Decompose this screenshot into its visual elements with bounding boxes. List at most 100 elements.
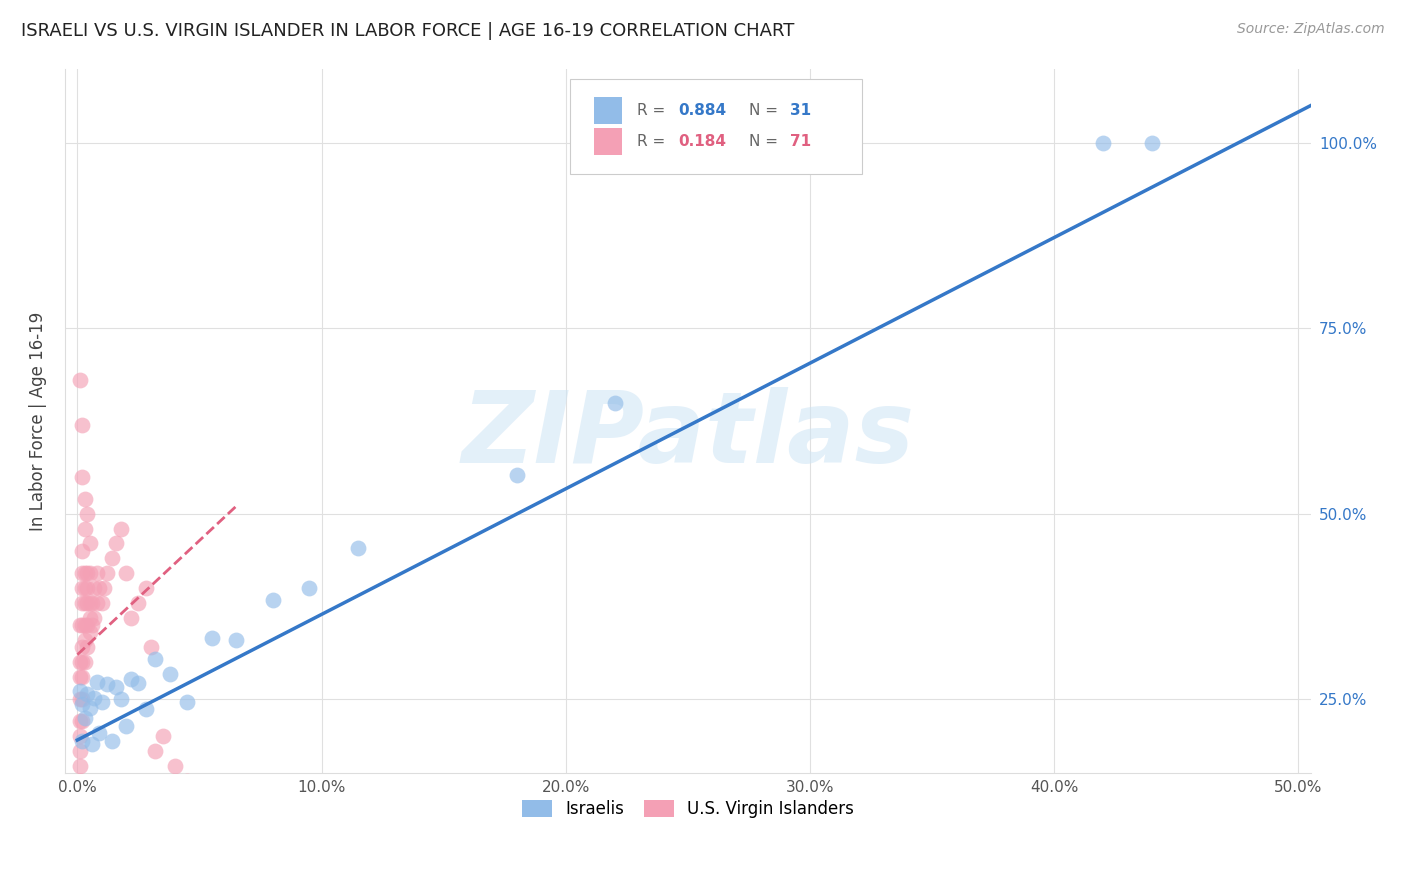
Point	[69, 714, 91, 729]
Point	[69, 840, 91, 855]
Point	[127, 596, 149, 610]
Point	[152, 729, 174, 743]
Point	[70, 640, 93, 655]
Point	[70, 417, 93, 432]
Point	[79, 610, 101, 624]
Text: ISRAELI VS U.S. VIRGIN ISLANDER IN LABOR FORCE | AGE 16-19 CORRELATION CHART: ISRAELI VS U.S. VIRGIN ISLANDER IN LABOR…	[21, 22, 794, 40]
Point	[80, 596, 103, 610]
Point	[120, 672, 142, 686]
Point	[79, 536, 101, 550]
Point	[70, 581, 93, 595]
Point	[145, 652, 167, 666]
Text: 0.184: 0.184	[678, 134, 725, 149]
Point	[225, 633, 247, 648]
Point	[86, 566, 108, 580]
Point	[70, 544, 93, 558]
Point	[70, 655, 93, 669]
Point	[176, 696, 198, 710]
Text: R =: R =	[637, 134, 669, 149]
Point	[79, 566, 101, 580]
Point	[135, 702, 157, 716]
Point	[69, 373, 91, 387]
Text: N =: N =	[749, 134, 783, 149]
Point	[1140, 136, 1163, 150]
Point	[86, 674, 108, 689]
Point	[90, 695, 112, 709]
Point	[105, 680, 128, 694]
Point	[69, 818, 91, 832]
Point	[105, 536, 128, 550]
Point	[76, 507, 98, 521]
Point	[73, 596, 96, 610]
Point	[86, 596, 108, 610]
Point	[69, 692, 91, 706]
Point	[110, 522, 132, 536]
Point	[79, 625, 101, 640]
Point	[80, 618, 103, 632]
Point	[73, 566, 96, 580]
Point	[69, 670, 91, 684]
Point	[69, 759, 91, 773]
Point	[70, 714, 93, 729]
Point	[79, 596, 101, 610]
Point	[201, 818, 224, 832]
FancyBboxPatch shape	[569, 79, 862, 174]
Point	[201, 631, 224, 645]
Text: 31: 31	[790, 103, 811, 118]
Point	[80, 737, 103, 751]
Point	[89, 581, 111, 595]
Text: R =: R =	[637, 103, 669, 118]
Point	[83, 610, 105, 624]
Point	[212, 833, 235, 847]
Point	[73, 618, 96, 632]
Point	[69, 789, 91, 803]
Point	[73, 581, 96, 595]
Point	[70, 734, 93, 748]
Text: ZIPatlas: ZIPatlas	[461, 386, 914, 483]
Point	[89, 725, 111, 739]
Text: 0.884: 0.884	[678, 103, 725, 118]
Point	[159, 667, 181, 681]
Point	[135, 581, 157, 595]
Point	[73, 522, 96, 536]
Point	[799, 136, 821, 150]
Point	[70, 692, 93, 706]
Point	[70, 566, 93, 580]
Point	[139, 640, 162, 655]
Point	[115, 719, 138, 733]
Point	[176, 773, 198, 788]
Point	[76, 640, 98, 655]
Point	[76, 596, 98, 610]
Point	[76, 618, 98, 632]
Point	[69, 773, 91, 788]
Text: 71: 71	[790, 134, 811, 149]
Point	[603, 395, 626, 409]
Point	[83, 690, 105, 705]
FancyBboxPatch shape	[595, 96, 621, 123]
Y-axis label: In Labor Force | Age 16-19: In Labor Force | Age 16-19	[30, 311, 46, 531]
Point	[110, 692, 132, 706]
Point	[76, 581, 98, 595]
Point	[120, 610, 142, 624]
Point	[127, 676, 149, 690]
Point	[100, 551, 122, 566]
Point	[347, 541, 370, 556]
Point	[69, 618, 91, 632]
Point	[70, 670, 93, 684]
Point	[506, 467, 529, 482]
Point	[163, 759, 186, 773]
Point	[69, 804, 91, 818]
Point	[96, 566, 118, 580]
Point	[79, 701, 101, 715]
Point	[145, 744, 167, 758]
Point	[73, 632, 96, 647]
Point	[69, 744, 91, 758]
Point	[69, 729, 91, 743]
Point	[262, 592, 284, 607]
Point	[70, 618, 93, 632]
Point	[73, 655, 96, 669]
Point	[115, 566, 138, 580]
Point	[96, 677, 118, 691]
Point	[76, 566, 98, 580]
Text: Source: ZipAtlas.com: Source: ZipAtlas.com	[1237, 22, 1385, 37]
